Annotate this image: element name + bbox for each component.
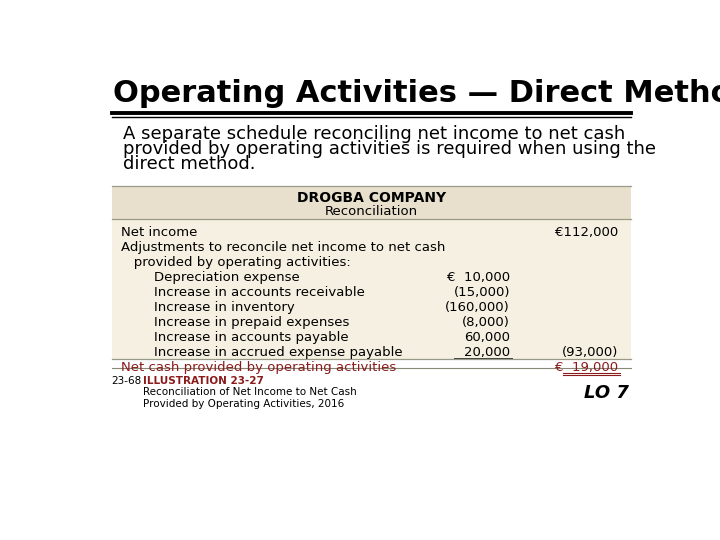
Text: Increase in accounts payable: Increase in accounts payable [153, 331, 348, 344]
Bar [112, 186, 631, 359]
Text: provided by operating activities:: provided by operating activities: [121, 256, 351, 269]
Text: (8,000): (8,000) [462, 316, 510, 329]
Text: 60,000: 60,000 [464, 331, 510, 344]
Text: €  19,000: € 19,000 [555, 361, 618, 374]
Text: Operating Activities — Direct Method: Operating Activities — Direct Method [113, 79, 720, 107]
Bar [112, 186, 631, 219]
Text: (15,000): (15,000) [454, 286, 510, 299]
Text: (93,000): (93,000) [562, 346, 618, 359]
Text: Net cash provided by operating activities: Net cash provided by operating activitie… [121, 361, 396, 374]
Text: provided by operating activities is required when using the: provided by operating activities is requ… [122, 140, 655, 158]
Text: ILLUSTRATION 23-27: ILLUSTRATION 23-27 [143, 376, 264, 386]
Text: Depreciation expense: Depreciation expense [153, 271, 300, 284]
Text: Increase in accounts receivable: Increase in accounts receivable [153, 286, 364, 299]
Text: (160,000): (160,000) [445, 301, 510, 314]
Text: direct method.: direct method. [122, 155, 255, 173]
Text: 20,000: 20,000 [464, 346, 510, 359]
Text: Reconciliation: Reconciliation [325, 205, 418, 218]
Text: €  10,000: € 10,000 [447, 271, 510, 284]
Text: Net income: Net income [121, 226, 197, 239]
Text: €112,000: €112,000 [555, 226, 618, 239]
Text: Reconciliation of Net Income to Net Cash: Reconciliation of Net Income to Net Cash [143, 387, 356, 397]
Text: A separate schedule reconciling net income to net cash: A separate schedule reconciling net inco… [122, 125, 625, 143]
Text: Provided by Operating Activities, 2016: Provided by Operating Activities, 2016 [143, 399, 344, 409]
Text: Adjustments to reconcile net income to net cash: Adjustments to reconcile net income to n… [121, 241, 446, 254]
Text: Increase in inventory: Increase in inventory [153, 301, 294, 314]
Text: 23-68: 23-68 [112, 376, 142, 386]
Text: Increase in accrued expense payable: Increase in accrued expense payable [153, 346, 402, 359]
Text: LO 7: LO 7 [584, 383, 629, 402]
Text: DROGBA COMPANY: DROGBA COMPANY [297, 191, 446, 205]
Text: Increase in prepaid expenses: Increase in prepaid expenses [153, 316, 349, 329]
